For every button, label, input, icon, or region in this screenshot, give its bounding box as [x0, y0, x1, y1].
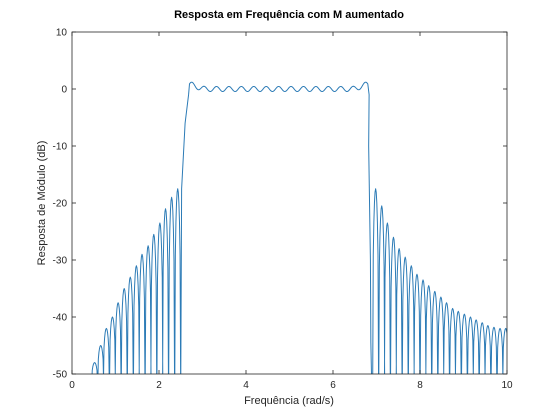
- y-tick-label: -20: [53, 199, 68, 210]
- chart-title: Resposta em Frequência com M aumentado: [174, 9, 404, 21]
- y-tick-label: -10: [53, 142, 68, 153]
- x-tick-label: 0: [69, 380, 75, 391]
- x-tick-label: 2: [156, 380, 162, 391]
- x-tick-label: 10: [501, 380, 513, 391]
- x-tick-label: 6: [330, 380, 336, 391]
- y-tick-label: -30: [53, 256, 68, 267]
- x-axis: 0 2 4 6 8 10: [69, 32, 513, 391]
- y-tick-label: -50: [53, 370, 68, 381]
- x-tick-label: 8: [417, 380, 423, 391]
- y-axis-label: Resposta de Módulo (dB): [36, 141, 48, 266]
- x-axis-label: Frequência (rad/s): [244, 395, 334, 407]
- y-axis: 10 0 -10 -20 -30 -40 -50: [53, 28, 507, 381]
- y-tick-label: -40: [53, 313, 68, 324]
- series-line-response: [91, 81, 507, 374]
- x-tick-label: 4: [243, 380, 249, 391]
- y-tick-label: 0: [61, 85, 67, 96]
- y-tick-label: 10: [56, 28, 68, 39]
